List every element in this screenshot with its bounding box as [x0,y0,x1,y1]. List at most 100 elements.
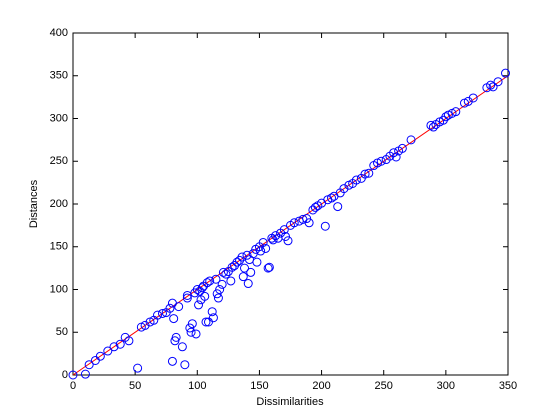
point [451,107,461,117]
point [201,317,211,327]
fit-line [72,75,509,376]
point [84,360,94,370]
point [211,274,221,284]
point [191,329,201,339]
point [351,175,361,185]
x-tick-label: 150 [250,380,268,392]
point [157,308,167,318]
point [243,279,253,289]
point [215,285,225,294]
y-tick-label: 250 [50,155,68,167]
point [68,370,78,380]
x-axis-label: Dissimilarities [256,396,324,408]
point [200,291,210,301]
point [281,231,291,241]
point [217,279,227,289]
point [428,122,438,132]
point [261,243,271,253]
point [360,169,370,179]
point [268,235,278,245]
point [240,263,250,273]
point [174,302,184,312]
point [327,193,337,203]
point [310,202,320,212]
point [397,143,407,153]
y-tick-label: 50 [56,326,68,338]
point [256,246,266,256]
point [242,250,252,260]
point [302,214,312,224]
point [95,351,105,361]
point [279,225,289,235]
point [140,320,150,330]
y-tick-label: 350 [50,70,68,82]
x-tick-label: 50 [129,380,141,392]
x-tick-label: 200 [312,380,330,392]
x-tick-label: 250 [375,380,393,392]
point [246,267,256,277]
point [376,156,386,166]
point [80,369,90,379]
point [426,120,436,130]
point [488,82,498,92]
point [167,356,177,366]
point [185,323,195,333]
point [501,68,511,78]
y-tick-label: 400 [50,27,68,39]
point [227,262,237,272]
point [186,327,196,337]
y-tick-label: 100 [50,283,68,295]
point [212,289,222,299]
point [263,263,273,273]
point [304,218,314,228]
point [391,152,401,162]
point [133,363,143,373]
point [187,319,197,329]
x-tick-label: 0 [70,380,76,392]
x-tick-label: 350 [499,380,517,392]
y-tick-label: 200 [50,198,68,210]
point [468,93,478,103]
point [207,307,217,317]
point [124,336,134,346]
point [289,218,299,228]
point [213,293,223,303]
point [221,269,231,279]
point [109,342,119,352]
point [486,80,496,90]
point [264,262,274,272]
point [389,148,399,158]
point [339,184,349,194]
x-tick-label: 100 [188,380,206,392]
point [194,300,204,310]
point [165,303,175,313]
y-tick-label: 0 [62,369,68,381]
point [182,293,192,303]
point [103,346,113,356]
point [493,77,503,87]
point [271,231,281,241]
point [226,276,236,286]
point [364,168,374,178]
point [320,221,330,231]
y-axis-label: Distances [28,179,40,228]
point [208,313,218,323]
point [463,96,473,106]
y-tick-label: 300 [50,112,68,124]
point [197,283,207,293]
point [238,272,248,282]
point [205,276,215,286]
point [171,332,181,342]
y-tick-label: 150 [50,241,68,253]
point [283,236,293,246]
point [169,314,179,324]
point [333,202,343,212]
point [115,339,125,349]
x-tick-label: 300 [437,380,455,392]
point [202,278,212,288]
point [406,135,416,145]
point [153,310,163,320]
point [258,237,268,247]
